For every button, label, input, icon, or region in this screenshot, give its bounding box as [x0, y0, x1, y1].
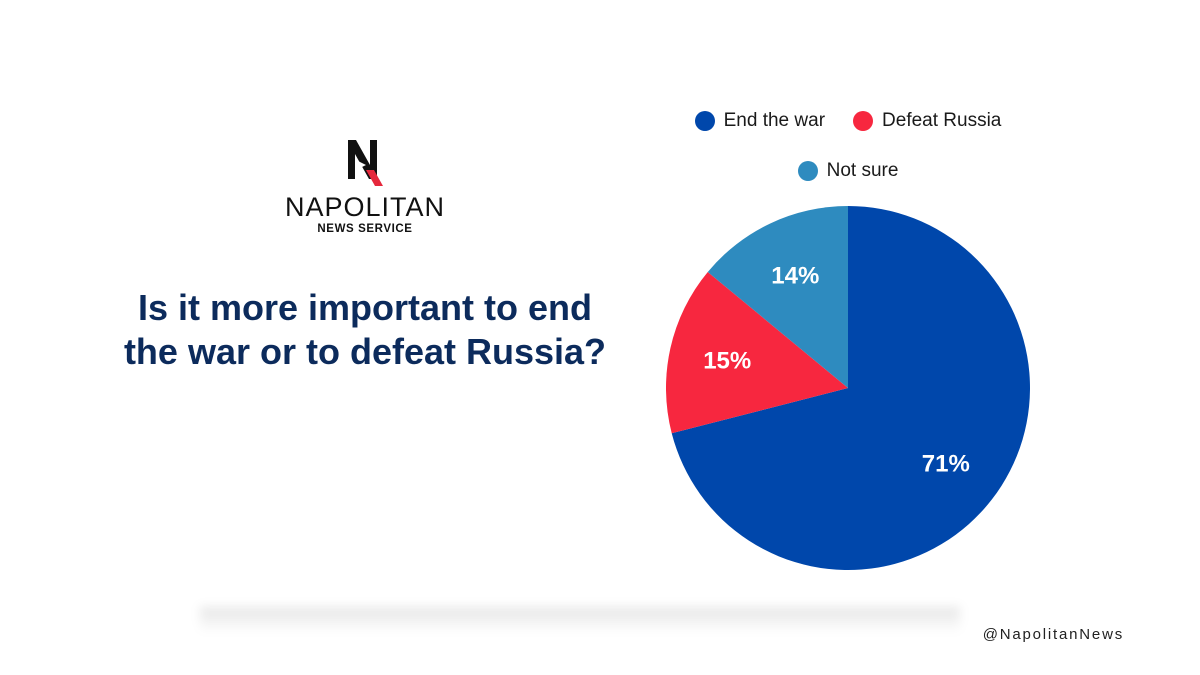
pie-slice — [671, 206, 1030, 570]
pie-slice — [666, 271, 848, 434]
legend-swatch — [797, 161, 818, 181]
chart-legend: End the war Defeat Russia Not sure — [680, 104, 1016, 204]
legend-row: Not sure — [680, 154, 1016, 188]
survey-question: Is it more important to end the war or t… — [123, 287, 607, 372]
slice-label: 14% — [771, 263, 819, 290]
legend-label: Defeat Russia — [882, 110, 1002, 131]
legend-item: Defeat Russia — [853, 110, 1001, 132]
slice-label: 71% — [922, 450, 970, 477]
legend-swatch — [694, 111, 715, 131]
legend-item: End the war — [694, 110, 826, 132]
card-shadow — [200, 607, 960, 633]
pie-chart: 71% 15% 14% — [666, 206, 1030, 570]
napolitan-logo: NAPOLITAN NEWS SERVICE — [270, 136, 460, 236]
logo-name: NAPOLITAN — [284, 192, 446, 222]
pie-slice — [707, 206, 848, 388]
legend-row: End the war Defeat Russia — [680, 104, 1016, 138]
slice-label: 15% — [703, 348, 751, 375]
legend-label: Not sure — [826, 160, 899, 181]
legend-swatch — [853, 111, 874, 131]
logo-n-icon — [348, 140, 383, 186]
social-handle: @NapolitanNews — [982, 626, 1124, 643]
logo-subtitle: NEWS SERVICE — [317, 223, 413, 235]
legend-label: End the war — [723, 110, 826, 131]
legend-item: Not sure — [797, 160, 899, 182]
